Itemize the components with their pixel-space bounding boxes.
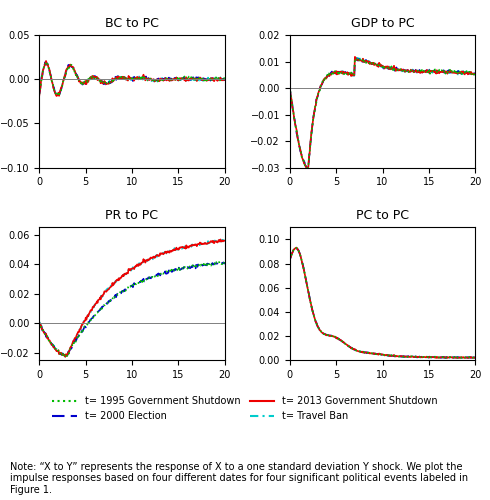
Title: PC to PC: PC to PC — [356, 209, 409, 222]
Text: Note: “X to Y” represents the response of X to a one standard deviation Y shock.: Note: “X to Y” represents the response o… — [10, 462, 468, 495]
Title: GDP to PC: GDP to PC — [351, 16, 415, 30]
Title: BC to PC: BC to PC — [105, 16, 159, 30]
Title: PR to PC: PR to PC — [105, 209, 158, 222]
Legend: t= 1995 Government Shutdown, t= 2000 Election, t= 2013 Government Shutdown, t= T: t= 1995 Government Shutdown, t= 2000 Ele… — [49, 392, 441, 425]
